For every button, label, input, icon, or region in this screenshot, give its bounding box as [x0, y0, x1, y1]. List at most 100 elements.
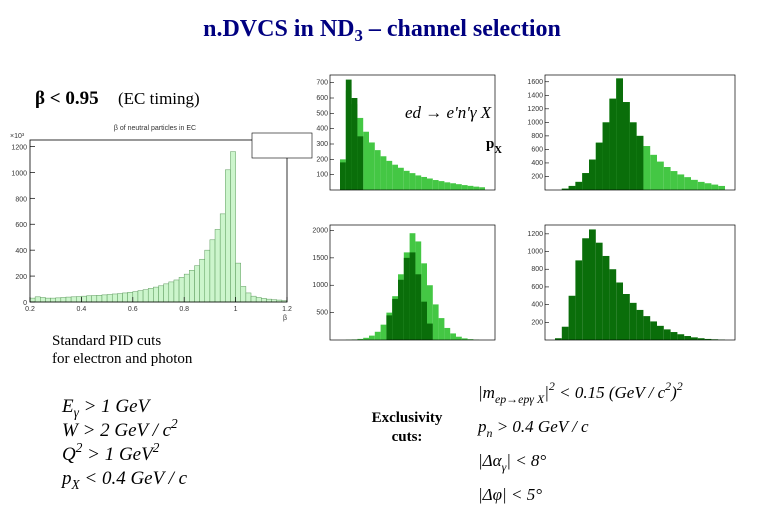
exclusivity-label: cuts:: [392, 429, 423, 445]
hist-bar: [595, 242, 603, 340]
pid-cut-part: X: [71, 477, 81, 492]
exclusivity-cut: pn > 0.4 GeV / c: [477, 417, 589, 440]
hist-bar: [158, 285, 164, 303]
beta-note: (EC timing): [118, 89, 200, 108]
hist-bar: [142, 289, 149, 303]
hist-bar: [450, 333, 456, 340]
exclusivity-cut-part: γ: [502, 460, 507, 474]
hist-bar: [345, 79, 352, 190]
hist-bar: [415, 175, 422, 190]
hist-bar: [409, 173, 416, 190]
x-tick-label: 0.6: [128, 306, 138, 313]
hist-bar: [450, 183, 456, 190]
hist-bar: [81, 295, 87, 303]
y-tick-label: 1200: [527, 231, 543, 238]
px-label-part: p: [486, 136, 494, 152]
hist-bar: [616, 78, 623, 190]
hist-bar: [153, 286, 159, 303]
exclusivity-cut-part: ): [670, 383, 677, 402]
hist-bar: [582, 173, 589, 190]
y-tick-label: 1000: [527, 249, 543, 256]
hist-bar: [50, 297, 56, 303]
hist-bar: [650, 154, 657, 190]
hist-bar: [392, 298, 398, 340]
hist-bar: [711, 339, 719, 340]
hist-bar: [261, 298, 267, 303]
hist-bar: [122, 292, 128, 303]
hist-bar: [96, 295, 103, 303]
hist-bar: [643, 146, 651, 190]
hist-bar: [117, 293, 123, 303]
hist-bar: [691, 337, 698, 340]
title-part: – channel selection: [363, 16, 561, 42]
y-tick-label: 400: [531, 302, 543, 309]
hist-bar: [461, 338, 468, 340]
hist-bar: [351, 98, 358, 190]
hist-bar: [609, 98, 617, 190]
title-part: n.DVCS in ND: [203, 16, 354, 42]
hist-bar: [561, 326, 569, 340]
hist-bar: [111, 293, 118, 303]
x-tick-label: 0.4: [77, 306, 87, 313]
hist-bar: [479, 187, 485, 190]
pid-cut-part: Q: [62, 444, 76, 465]
exclusivity-cut-part: 2: [677, 379, 683, 393]
y-tick-label: 600: [15, 222, 27, 229]
y-tick-label: 1600: [527, 79, 543, 86]
hist-bar: [684, 177, 691, 190]
hist-bar: [555, 338, 562, 340]
exclusivity-cut-part: 2: [665, 379, 671, 393]
hist-bar: [427, 323, 433, 340]
hist-bar: [568, 185, 576, 190]
hist-bar: [595, 142, 603, 190]
hist-bar: [467, 185, 474, 190]
y-exponent: ×10³: [10, 133, 25, 140]
hist-bar: [76, 296, 82, 303]
hist-bar: [421, 176, 427, 190]
pid-cut-part: 2: [76, 440, 83, 455]
y-tick-label: 800: [531, 266, 543, 273]
hist-bar: [670, 332, 678, 340]
plot-frame: [544, 224, 736, 341]
y-tick-label: 600: [531, 284, 543, 291]
hist-bar: [697, 338, 705, 340]
hist-bar: [403, 170, 410, 190]
exclusivity-cut-part: |: [544, 383, 549, 402]
hist-bar: [427, 178, 433, 190]
hist-bar: [363, 131, 369, 190]
plot-frame: [329, 224, 496, 341]
hist-bar: [711, 184, 719, 190]
hist-bar: [438, 318, 445, 340]
x-tick-label: 0.8: [179, 306, 189, 313]
stats-box: [251, 132, 313, 159]
y-tick-label: 0: [23, 300, 27, 307]
y-tick-label: 1400: [527, 92, 543, 99]
y-tick-label: 300: [316, 141, 328, 148]
hist-bar: [86, 295, 92, 303]
hist-bar: [575, 260, 583, 340]
hist-bar: [225, 169, 231, 303]
hist-bar: [240, 286, 247, 303]
plot-title: β of neutral particles in EC: [114, 125, 196, 132]
hist-bar: [677, 174, 685, 190]
hist-bar: [178, 277, 185, 303]
pid-cut-part: < 0.4 GeV / c: [80, 468, 188, 489]
hist-bar: [55, 297, 62, 303]
pid-cut-part: E: [61, 396, 74, 417]
plot-frame: [329, 74, 496, 191]
hist-bar: [386, 160, 393, 190]
hist-bar: [473, 186, 480, 190]
plot-frame: [29, 139, 288, 303]
hist-bar: [199, 258, 206, 303]
pid-cut-part: p: [60, 468, 72, 489]
hist-bar: [219, 213, 226, 303]
hist-bar: [132, 291, 139, 303]
hist-bar: [589, 229, 596, 340]
hist-bar: [65, 296, 72, 303]
y-tick-label: 800: [15, 196, 27, 203]
hist-bar: [137, 290, 144, 303]
pid-cut-part: γ: [74, 405, 80, 420]
exclusivity-cut-part: < 0.15 (GeV / c: [555, 383, 666, 402]
